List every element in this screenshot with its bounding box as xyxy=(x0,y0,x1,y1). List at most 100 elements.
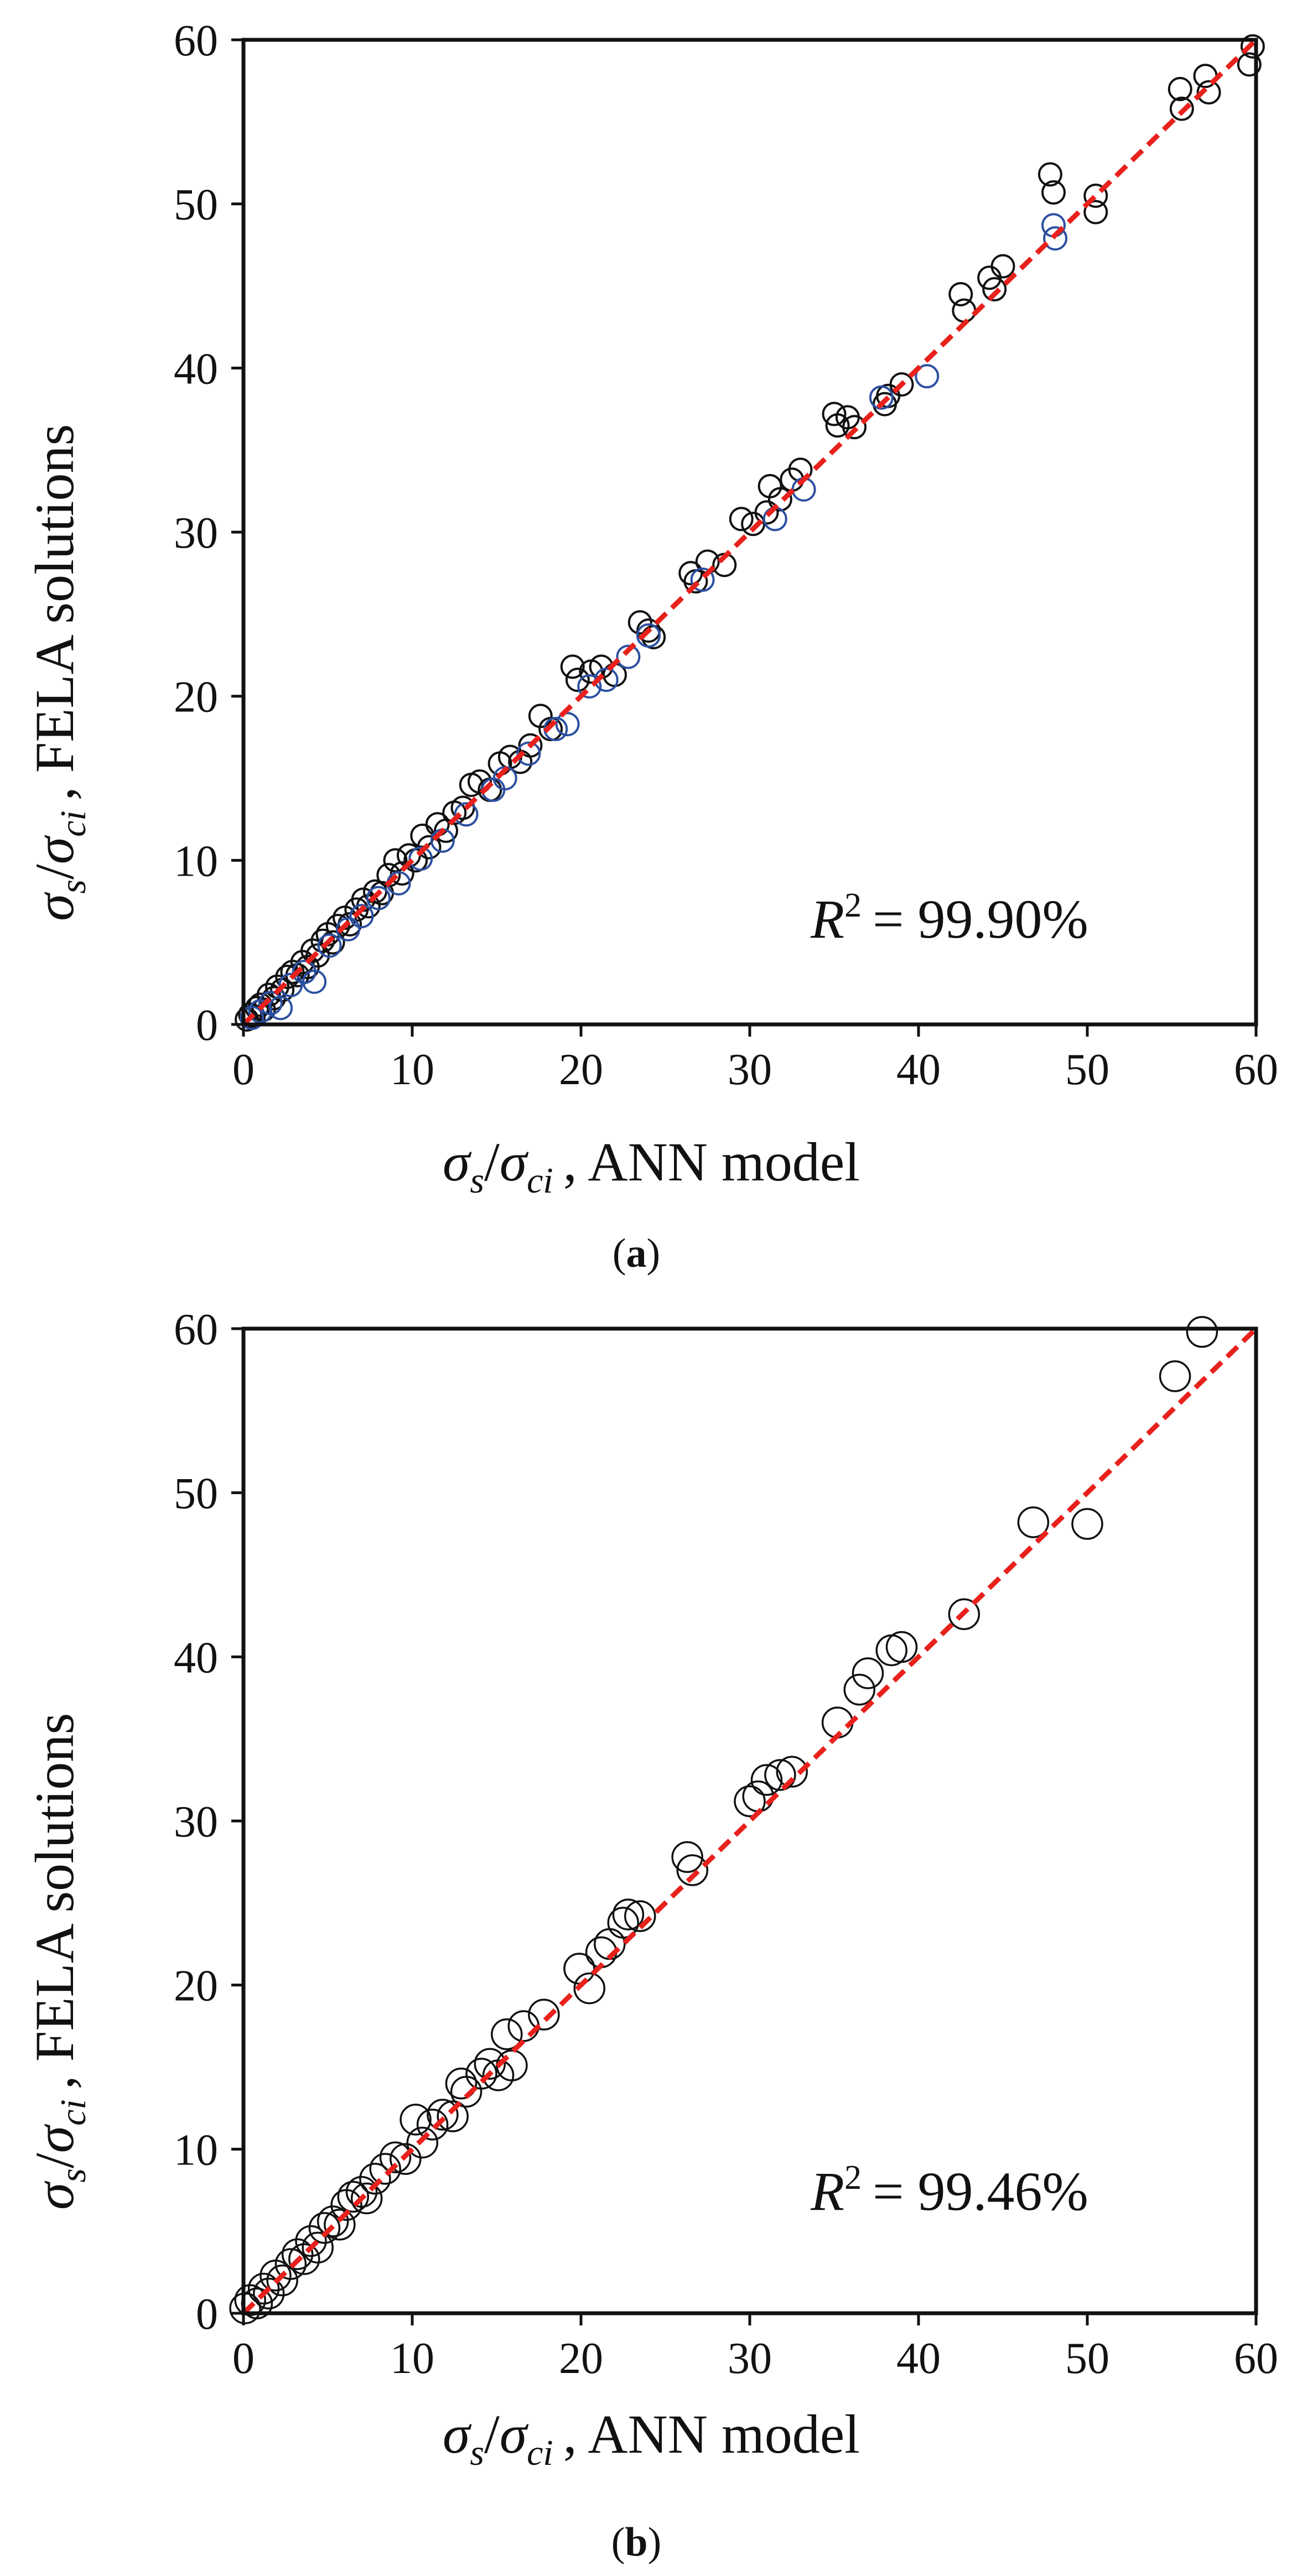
panel-a-point-blue xyxy=(869,385,894,410)
panel-a-point-blue xyxy=(516,741,541,766)
panel-a-point-black xyxy=(1083,183,1108,208)
panel-b-point-test xyxy=(750,1764,783,1796)
panel-a-point-blue xyxy=(317,933,342,958)
panel-b-point-test xyxy=(1017,1506,1050,1538)
panel-a-x-tick-label: 20 xyxy=(559,1045,603,1094)
panel-b-r2-annotation: R2 = 99.46% xyxy=(810,2159,1088,2222)
panel-a-y-tick-label: 50 xyxy=(174,181,218,230)
panel-b-point-test xyxy=(350,2182,383,2215)
panel-b-point-test xyxy=(416,2109,449,2141)
panel-a-point-black xyxy=(1083,200,1108,225)
panel-a-y-tick-labels: 0 10 20 30 40 50 60 xyxy=(174,17,218,1050)
panel-a-y-axis-label: σs/σci, FELA solutions xyxy=(24,424,94,921)
panel-b-point-test xyxy=(390,2143,422,2175)
panel-b-point-test xyxy=(359,2162,391,2195)
panel-b-point-test xyxy=(337,2181,369,2213)
panel-a-y-tick-label: 30 xyxy=(174,509,218,558)
panel-a-point-blue xyxy=(915,364,940,389)
panel-a-point-black xyxy=(822,402,847,426)
panel-b-point-test xyxy=(885,1631,918,1663)
panel-a-point-black xyxy=(754,500,779,525)
panel-a-point-blue xyxy=(366,886,391,910)
panel-b-point-test xyxy=(764,1759,796,1791)
panel-b-x-tick-label: 20 xyxy=(559,2334,603,2383)
panel-b-x-tick-label: 60 xyxy=(1234,2334,1278,2383)
panel-a-point-black xyxy=(565,668,590,692)
panel-a-x-axis-label: σs/σci, ANN model xyxy=(443,1131,860,1201)
panel-b-point-test xyxy=(274,2248,307,2280)
panel-a-point-black xyxy=(982,277,1007,301)
panel-a-point-black xyxy=(842,415,867,440)
panel-a-point-blue xyxy=(577,674,602,699)
panel-a-point-black xyxy=(1168,77,1192,101)
panel-b-point-test xyxy=(474,2048,506,2080)
panel-a-point-blue xyxy=(336,917,361,941)
panel-b-point-test xyxy=(734,1785,766,1818)
chart-panel-b: 0 10 20 30 40 50 60 0 10 20 30 40 50 60 R2 = 99.46% σ… xyxy=(24,1305,1278,2565)
panel-a-points xyxy=(235,34,1265,1032)
panel-b-point-test xyxy=(1071,1508,1103,1540)
panel-a-point-black xyxy=(627,610,652,635)
panel-b-y-tick-label: 60 xyxy=(174,1305,218,1354)
panel-b-y-tick-label: 0 xyxy=(196,2290,218,2339)
panel-a-point-black xyxy=(729,507,754,532)
panel-a-point-black xyxy=(948,282,973,306)
panel-a-x-tick-label: 60 xyxy=(1234,1045,1278,1094)
panel-b-y-tick-label: 30 xyxy=(174,1798,218,1846)
panel-b-reference-line xyxy=(241,1326,1258,2315)
panel-b-point-test xyxy=(563,1953,595,1985)
panel-a-point-black xyxy=(310,928,335,953)
panel-b-x-tick-label: 0 xyxy=(232,2334,255,2383)
panel-b-point-test xyxy=(317,2205,349,2237)
chart-panel-a: 0 10 20 30 40 50 60 0 10 20 30 40 50 60 R2 = 99.90% σ… xyxy=(24,17,1278,1276)
panel-a-x-tick-label: 30 xyxy=(728,1045,772,1094)
panel-a-y-tick-label: 20 xyxy=(174,673,218,722)
panel-a-point-black xyxy=(952,298,977,323)
panel-b-point-test xyxy=(345,2176,378,2208)
panel-b-x-tick-label: 50 xyxy=(1065,2334,1109,2383)
panel-a-point-blue xyxy=(349,904,374,929)
panel-b-x-tick-label: 40 xyxy=(896,2334,941,2383)
panel-a-point-blue xyxy=(408,846,433,871)
panel-a-point-black xyxy=(1041,180,1066,205)
panel-b-point-test xyxy=(676,1854,709,1886)
panel-a-y-tick-label: 10 xyxy=(174,837,218,886)
panel-a-y-tick-label: 60 xyxy=(174,17,218,65)
panel-a-reference-line xyxy=(241,38,1258,1027)
panel-a-point-black xyxy=(383,848,408,873)
panel-b-point-test xyxy=(288,2243,320,2275)
panel-b-point-test xyxy=(852,1657,884,1689)
panel-a-x-tick-labels: 0 10 20 30 40 50 60 xyxy=(232,1045,1278,1094)
panel-a-tick-marks xyxy=(231,38,1258,1037)
panel-b-point-test xyxy=(253,2277,285,2310)
panel-b-y-axis-label: σs/σci, FELA solutions xyxy=(24,1713,94,2210)
panel-b-x-tick-labels: 0 10 20 30 40 50 60 xyxy=(232,2334,1278,2383)
panel-b-y-tick-label: 20 xyxy=(174,1962,218,2011)
panel-a-point-blue xyxy=(690,568,715,592)
panel-b-point-test xyxy=(308,2211,341,2244)
panel-a-point-blue xyxy=(278,972,303,997)
panel-b-point-test xyxy=(843,1673,875,1706)
panel-b-point-test xyxy=(607,1907,639,1939)
panel-a-point-black xyxy=(1240,34,1265,59)
panel-b-point-test xyxy=(875,1634,907,1667)
panel-a-x-tick-label: 50 xyxy=(1065,1045,1109,1094)
panel-b-point-test xyxy=(948,1598,980,1630)
panel-b-tick-marks xyxy=(231,1327,1258,2325)
panel-b-point-test xyxy=(491,2018,523,2051)
panel-b-point-test xyxy=(369,2153,401,2185)
panel-b-point-test xyxy=(400,2104,432,2136)
panel-a-x-tick-label: 40 xyxy=(896,1045,941,1094)
panel-a-point-blue xyxy=(555,712,580,737)
panel-a-y-tick-label: 40 xyxy=(174,345,218,393)
panel-a-x-tick-label: 10 xyxy=(390,1045,434,1094)
panel-b-point-test xyxy=(379,2141,412,2173)
panel-b-point-test xyxy=(624,1900,656,1932)
panel-a-point-blue xyxy=(454,802,479,827)
panel-b-point-test xyxy=(1159,1360,1191,1392)
panel-a-point-black xyxy=(518,733,543,758)
panel-b-point-test xyxy=(445,2067,478,2100)
panel-b-y-tick-label: 10 xyxy=(174,2126,218,2174)
panel-a-point-black xyxy=(889,372,914,397)
